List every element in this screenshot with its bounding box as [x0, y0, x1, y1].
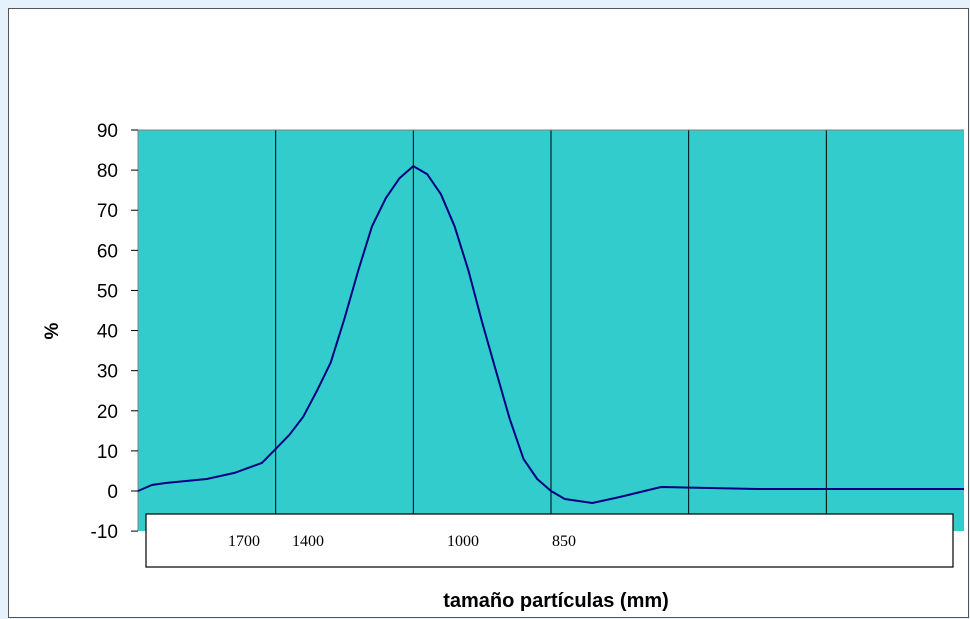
data-line [137, 165, 964, 504]
x-tick-label: 1000 [447, 533, 479, 550]
y-tick-label: 10 [97, 442, 118, 463]
y-tick-label: 50 [97, 281, 118, 302]
y-tick-label: 30 [97, 362, 118, 383]
y-tick-label: 90 [97, 121, 118, 142]
y-axis-label: % [42, 322, 63, 339]
x-tick-label: 1700 [228, 533, 260, 550]
x-axis-label: tamaño partículas (mm) [443, 590, 669, 612]
x-category-box [145, 513, 954, 568]
y-tick-label: -10 [91, 522, 118, 543]
x-tick-label: 850 [552, 533, 576, 550]
y-tick-label: 80 [97, 161, 118, 182]
y-tick-label: 20 [97, 402, 118, 423]
y-tick-label: 60 [97, 241, 118, 262]
y-tick-label: 0 [107, 482, 118, 503]
x-tick-label: 1400 [292, 533, 324, 550]
y-tick-label: 70 [97, 201, 118, 222]
y-tick-label: 40 [97, 322, 118, 343]
